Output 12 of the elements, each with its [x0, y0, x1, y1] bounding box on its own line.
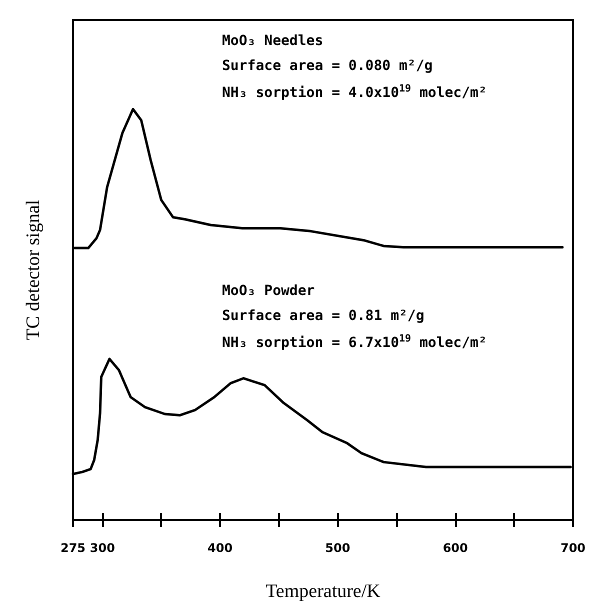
annotation: Surface area = 0.81 m²/g	[222, 308, 424, 324]
x-tick-label: 275	[60, 541, 86, 555]
x-tick-label: 300	[90, 541, 115, 555]
text: Surface area = 0.080 m²/g	[222, 58, 433, 74]
x-tick-label: 400	[208, 541, 233, 555]
annotation: MoO₃ Powder	[222, 283, 315, 299]
x-tick-label: 700	[560, 541, 586, 555]
y-axis-title: TC detector signal	[23, 200, 44, 340]
x-tick-label: 500	[325, 541, 350, 555]
x-tick-label: 600	[442, 541, 468, 555]
text: MoO₃ Needles	[222, 33, 324, 49]
x-axis-title: Temperature/K	[266, 581, 381, 602]
